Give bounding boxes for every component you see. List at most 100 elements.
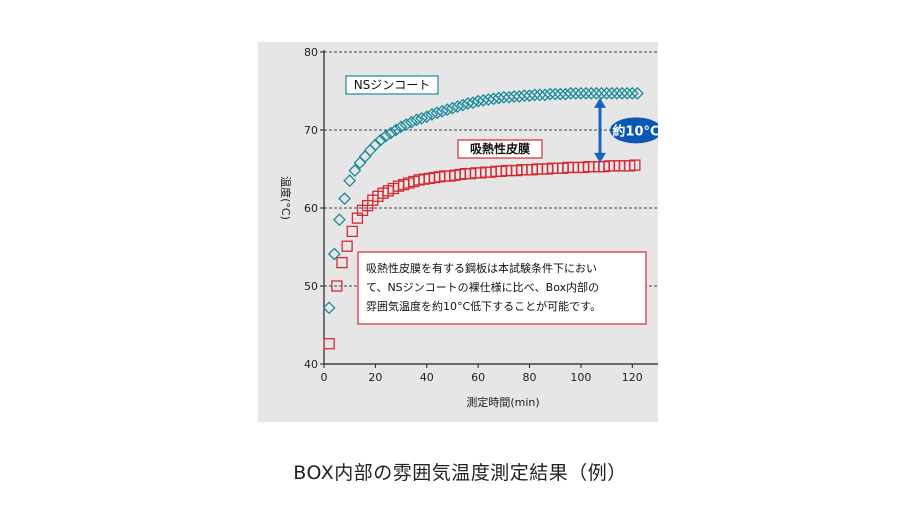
legend-heat-absorbing-film: 吸熱性皮膜	[457, 139, 543, 159]
y-tick-label: 40	[304, 358, 318, 371]
square-marker	[346, 225, 358, 238]
x-tick-label: 40	[420, 371, 434, 384]
figure-caption: BOX内部の雰囲気温度測定結果（例）	[293, 462, 627, 484]
x-tick-label: 80	[523, 371, 537, 384]
diamond-marker	[610, 86, 624, 100]
diamond-marker	[615, 86, 629, 100]
y-tick-label: 70	[304, 124, 318, 137]
diamond-marker	[446, 101, 459, 115]
note-line: 吸熱性皮膜を有する鋼板は本試験条件下におい	[366, 261, 597, 275]
difference-badge	[610, 117, 658, 144]
diamond-marker	[440, 103, 454, 117]
y-tick-label: 60	[304, 202, 318, 215]
y-tick-label: 80	[304, 46, 318, 59]
diamond-marker	[620, 86, 634, 100]
diamond-marker	[389, 123, 403, 137]
note-box: 吸熱性皮膜を有する鋼板は本試験条件下において、NSジンコートの裸仕様に比べ、Bo…	[357, 251, 647, 325]
diamond-marker	[410, 113, 423, 127]
diamond-marker	[564, 86, 578, 100]
diamond-marker	[332, 213, 346, 227]
diamond-marker	[399, 118, 413, 131]
diamond-marker	[348, 164, 362, 177]
square-marker	[629, 159, 641, 171]
y-axis-title: 温度(°C)	[279, 176, 293, 220]
diamond-marker	[538, 88, 552, 102]
diamond-marker	[404, 115, 418, 129]
diamond-marker	[605, 86, 619, 100]
diamond-marker	[420, 110, 434, 124]
diamond-marker	[533, 88, 547, 102]
x-axis-title: 測定時間(min)	[466, 395, 539, 409]
diamond-marker	[363, 143, 377, 157]
square-marker	[341, 240, 353, 252]
diamond-marker	[394, 120, 408, 134]
diamond-marker	[425, 107, 439, 121]
note-line: て、NSジンコートの裸仕様に比べ、Box内部の	[366, 280, 599, 294]
series-ns-zincoat	[322, 86, 644, 315]
temperature-chart: 40 50 60 70 80 0 20 40 60 80 100 120 測定時間(min) 温度(°C)…	[279, 46, 658, 409]
diamond-marker	[631, 86, 644, 100]
diamond-marker	[589, 86, 603, 100]
diamond-marker	[507, 90, 521, 103]
series-heat-absorbing-film	[323, 159, 641, 350]
diamond-marker	[471, 94, 485, 108]
diamond-marker	[528, 88, 542, 102]
diamond-marker	[374, 133, 387, 147]
diamond-marker	[574, 86, 588, 100]
diamond-marker	[379, 129, 393, 143]
data-series	[322, 86, 644, 350]
legend-ns-zincoat-frame	[345, 75, 439, 95]
difference-arrow-head-down	[594, 152, 606, 163]
diamond-marker	[461, 97, 475, 110]
diamond-marker	[327, 247, 341, 261]
diamond-marker	[456, 98, 470, 112]
diamond-marker	[358, 150, 372, 163]
diamond-marker	[322, 301, 336, 315]
diamond-marker	[487, 92, 500, 106]
legend-ns-zincoat: NSジンコート	[345, 75, 439, 95]
diamond-marker	[466, 96, 480, 110]
legend-ns-zincoat-text: NSジンコート	[354, 78, 431, 92]
diamond-marker	[502, 90, 516, 104]
axes: 40 50 60 70 80 0 20 40 60 80 100 120 測定時間(min) 温度(°C)	[279, 46, 658, 409]
diamond-marker	[523, 89, 536, 103]
diamond-marker	[435, 104, 449, 118]
legend-heat-absorbing-film-frame	[457, 139, 543, 159]
note-line: 雰囲気温度を約10°C低下することが可能です。	[366, 299, 601, 313]
legend-heat-absorbing-film-text: 吸熱性皮膜	[470, 141, 530, 156]
square-marker	[323, 338, 335, 350]
diamond-marker	[579, 86, 593, 100]
diamond-marker	[569, 86, 583, 100]
diamond-marker	[430, 106, 444, 120]
diamond-marker	[512, 90, 526, 103]
diamond-marker	[600, 86, 614, 100]
figure-panel: 40 50 60 70 80 0 20 40 60 80 100 120 測定時間(min) 温度(°C)…	[258, 42, 658, 422]
x-tick-label: 0	[321, 371, 328, 384]
diamond-marker	[451, 100, 465, 114]
diamond-marker	[625, 86, 639, 100]
diamond-marker	[476, 93, 490, 107]
x-tick-label: 120	[622, 371, 643, 384]
x-tick-label: 60	[471, 371, 485, 384]
diamond-marker	[543, 87, 557, 101]
diamond-marker	[548, 87, 562, 101]
diamond-marker	[492, 91, 506, 105]
diamond-marker	[368, 138, 382, 152]
diamond-marker	[595, 86, 608, 100]
x-tick-label: 100	[570, 371, 591, 384]
diamond-marker	[415, 111, 429, 125]
y-tick-label: 50	[304, 280, 318, 293]
diamond-marker	[343, 174, 357, 188]
diamond-marker	[384, 126, 398, 140]
diamond-marker	[497, 90, 511, 104]
diamond-marker	[482, 93, 495, 106]
diamond-marker	[553, 87, 567, 101]
diamond-marker	[559, 87, 572, 101]
square-marker	[336, 256, 348, 269]
diamond-marker	[584, 86, 598, 100]
difference-badge-text: 約10°C	[612, 123, 658, 139]
difference-arrow-head-up	[594, 97, 606, 108]
square-marker	[331, 280, 343, 292]
note-frame	[357, 251, 647, 325]
